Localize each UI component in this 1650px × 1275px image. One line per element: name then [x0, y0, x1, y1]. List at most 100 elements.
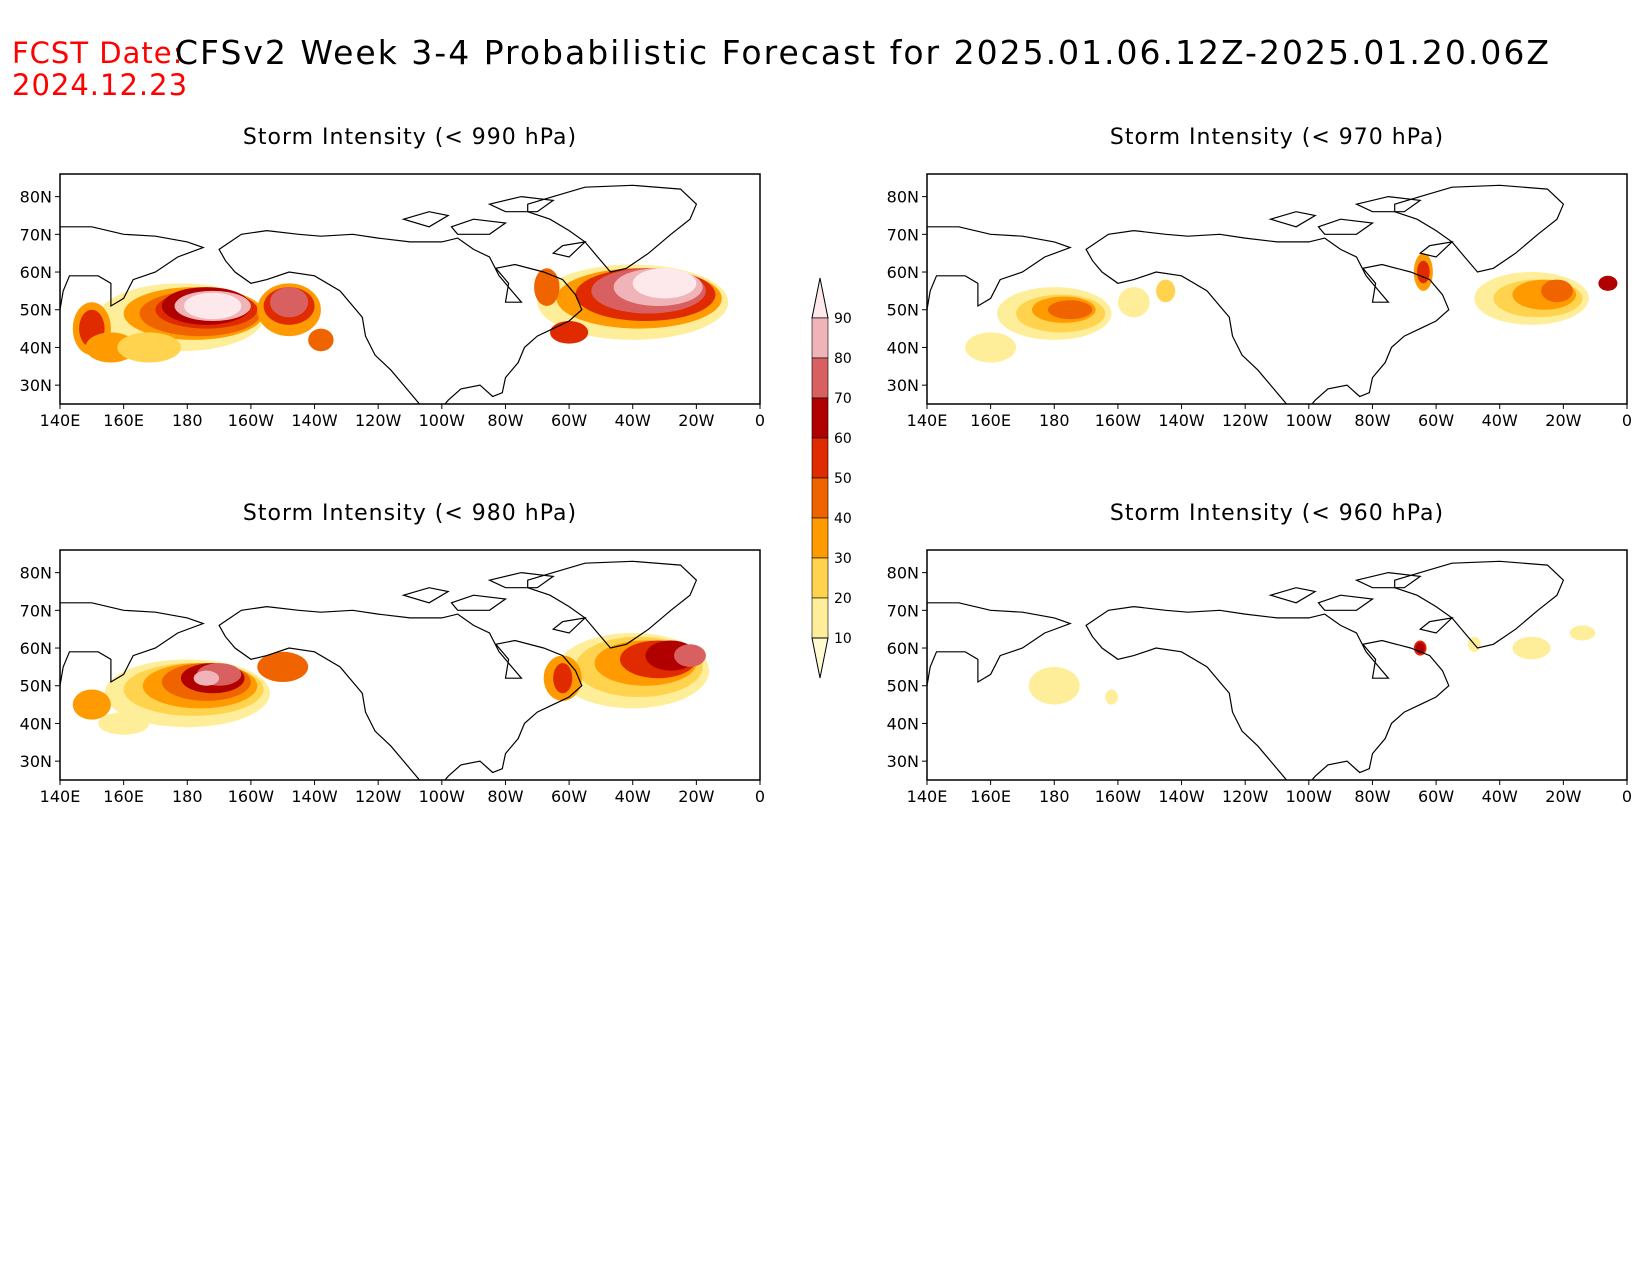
probability-contour — [534, 268, 560, 306]
lat-tick-label: 60N — [887, 263, 919, 282]
panel-title: Storm Intensity (< 960 hPa) — [1110, 501, 1444, 526]
lon-tick-label: 120W — [355, 787, 402, 806]
probability-contour — [308, 328, 334, 352]
lon-tick-label: 160E — [970, 411, 1011, 430]
colorbar-tick-label: 80 — [834, 351, 852, 367]
probability-contour — [1105, 689, 1118, 705]
probability-contour — [117, 332, 181, 363]
lon-tick-label: 40W — [1482, 787, 1518, 806]
lon-tick-label: 160W — [1095, 787, 1142, 806]
lon-tick-label: 40W — [615, 787, 651, 806]
lat-tick-label: 50N — [20, 301, 52, 320]
lat-tick-label: 40N — [20, 338, 52, 357]
map-panel: Storm Intensity (< 960 hPa) 80N 70N 60N 50N 4… — [887, 501, 1632, 806]
colorbar-tick-label: 90 — [834, 311, 852, 327]
lon-tick-label: 60W — [1418, 411, 1454, 430]
colorbar-segment — [811, 277, 829, 319]
lon-tick-label: 180 — [1039, 411, 1070, 430]
lat-tick-label: 60N — [887, 639, 919, 658]
lon-tick-label: 0 — [1622, 787, 1632, 806]
lon-tick-label: 120W — [355, 411, 402, 430]
lon-tick-label: 180 — [172, 411, 203, 430]
coastline — [927, 184, 1565, 404]
map-frame — [59, 173, 761, 405]
colorbar-tick-label: 40 — [834, 511, 852, 527]
lat-tick-label: 30N — [20, 376, 52, 395]
map-frame — [59, 549, 761, 781]
lon-tick-label: 100W — [1286, 411, 1333, 430]
lat-tick-label: 80N — [887, 564, 919, 583]
probability-contour — [1512, 636, 1551, 660]
lon-tick-label: 20W — [678, 411, 714, 430]
probability-field — [965, 253, 1618, 363]
panel-title: Storm Intensity (< 980 hPa) — [243, 501, 577, 526]
coastline — [927, 560, 1565, 780]
probability-field — [72, 264, 729, 363]
lat-tick-label: 60N — [20, 639, 52, 658]
lat-tick-label: 60N — [20, 263, 52, 282]
lon-tick-label: 140E — [40, 411, 81, 430]
lon-tick-label: 60W — [551, 411, 587, 430]
lon-tick-label: 80W — [487, 411, 523, 430]
lon-tick-label: 0 — [755, 787, 765, 806]
colorbar-segment — [811, 557, 829, 599]
lon-tick-label: 60W — [551, 787, 587, 806]
lat-tick-label: 30N — [887, 752, 919, 771]
panel-title: Storm Intensity (< 990 hPa) — [243, 125, 577, 150]
probability-contour — [1117, 287, 1150, 318]
lon-tick-label: 80W — [1354, 411, 1390, 430]
colorbar-segment — [811, 437, 829, 479]
lat-tick-label: 40N — [20, 714, 52, 733]
lat-tick-label: 30N — [887, 376, 919, 395]
lon-tick-label: 140W — [291, 411, 338, 430]
colorbar-segment — [811, 477, 829, 519]
probability-contour — [72, 689, 111, 720]
probability-contour — [1047, 300, 1093, 320]
lon-tick-label: 40W — [615, 411, 651, 430]
map-panel: Storm Intensity (< 980 hPa) 80N 70N 60N 50N 4… — [20, 501, 765, 806]
lat-tick-label: 80N — [20, 564, 52, 583]
lon-tick-label: 20W — [1545, 411, 1581, 430]
lon-tick-label: 60W — [1418, 787, 1454, 806]
lon-tick-label: 140W — [1158, 411, 1205, 430]
lon-tick-label: 40W — [1482, 411, 1518, 430]
lon-tick-label: 80W — [487, 787, 523, 806]
probability-contour — [270, 287, 309, 318]
probability-contour — [257, 651, 309, 682]
lon-tick-label: 140E — [40, 787, 81, 806]
probability-contour — [1541, 279, 1573, 303]
lon-tick-label: 100W — [419, 787, 466, 806]
lon-tick-label: 0 — [1622, 411, 1632, 430]
probability-contour — [632, 268, 697, 299]
colorbar-tick-label: 50 — [834, 471, 852, 487]
map-panel: Storm Intensity (< 990 hPa) 80N 70N 60N 50N 4… — [20, 125, 765, 430]
lon-tick-label: 120W — [1222, 787, 1269, 806]
probability-contour — [553, 663, 573, 694]
forecast-date-label: FCST Date: — [12, 36, 184, 70]
coastline — [60, 560, 698, 780]
probability-contour — [1598, 275, 1618, 291]
forecast-date-value: 2024.12.23 — [12, 68, 189, 102]
probability-contour — [1417, 260, 1430, 284]
colorbar-segment — [811, 637, 829, 679]
lon-tick-label: 160E — [103, 787, 144, 806]
probability-contour — [98, 712, 150, 735]
lat-tick-label: 40N — [887, 338, 919, 357]
colorbar: 10 20 30 40 50 60 70 80 90 — [811, 277, 852, 679]
colorbar-segment — [811, 317, 829, 359]
lon-tick-label: 160W — [1095, 411, 1142, 430]
lat-tick-label: 80N — [20, 188, 52, 207]
lat-tick-label: 70N — [20, 225, 52, 244]
probability-contour — [965, 332, 1017, 363]
lat-tick-label: 50N — [887, 677, 919, 696]
coastline — [60, 184, 698, 404]
colorbar-tick-label: 10 — [834, 631, 852, 647]
colorbar-tick-label: 60 — [834, 431, 852, 447]
colorbar-tick-label: 70 — [834, 391, 852, 407]
lat-tick-label: 50N — [887, 301, 919, 320]
probability-contour — [674, 644, 706, 667]
map-frame — [926, 549, 1628, 781]
colorbar-segment — [811, 597, 829, 639]
lon-tick-label: 140E — [907, 787, 948, 806]
